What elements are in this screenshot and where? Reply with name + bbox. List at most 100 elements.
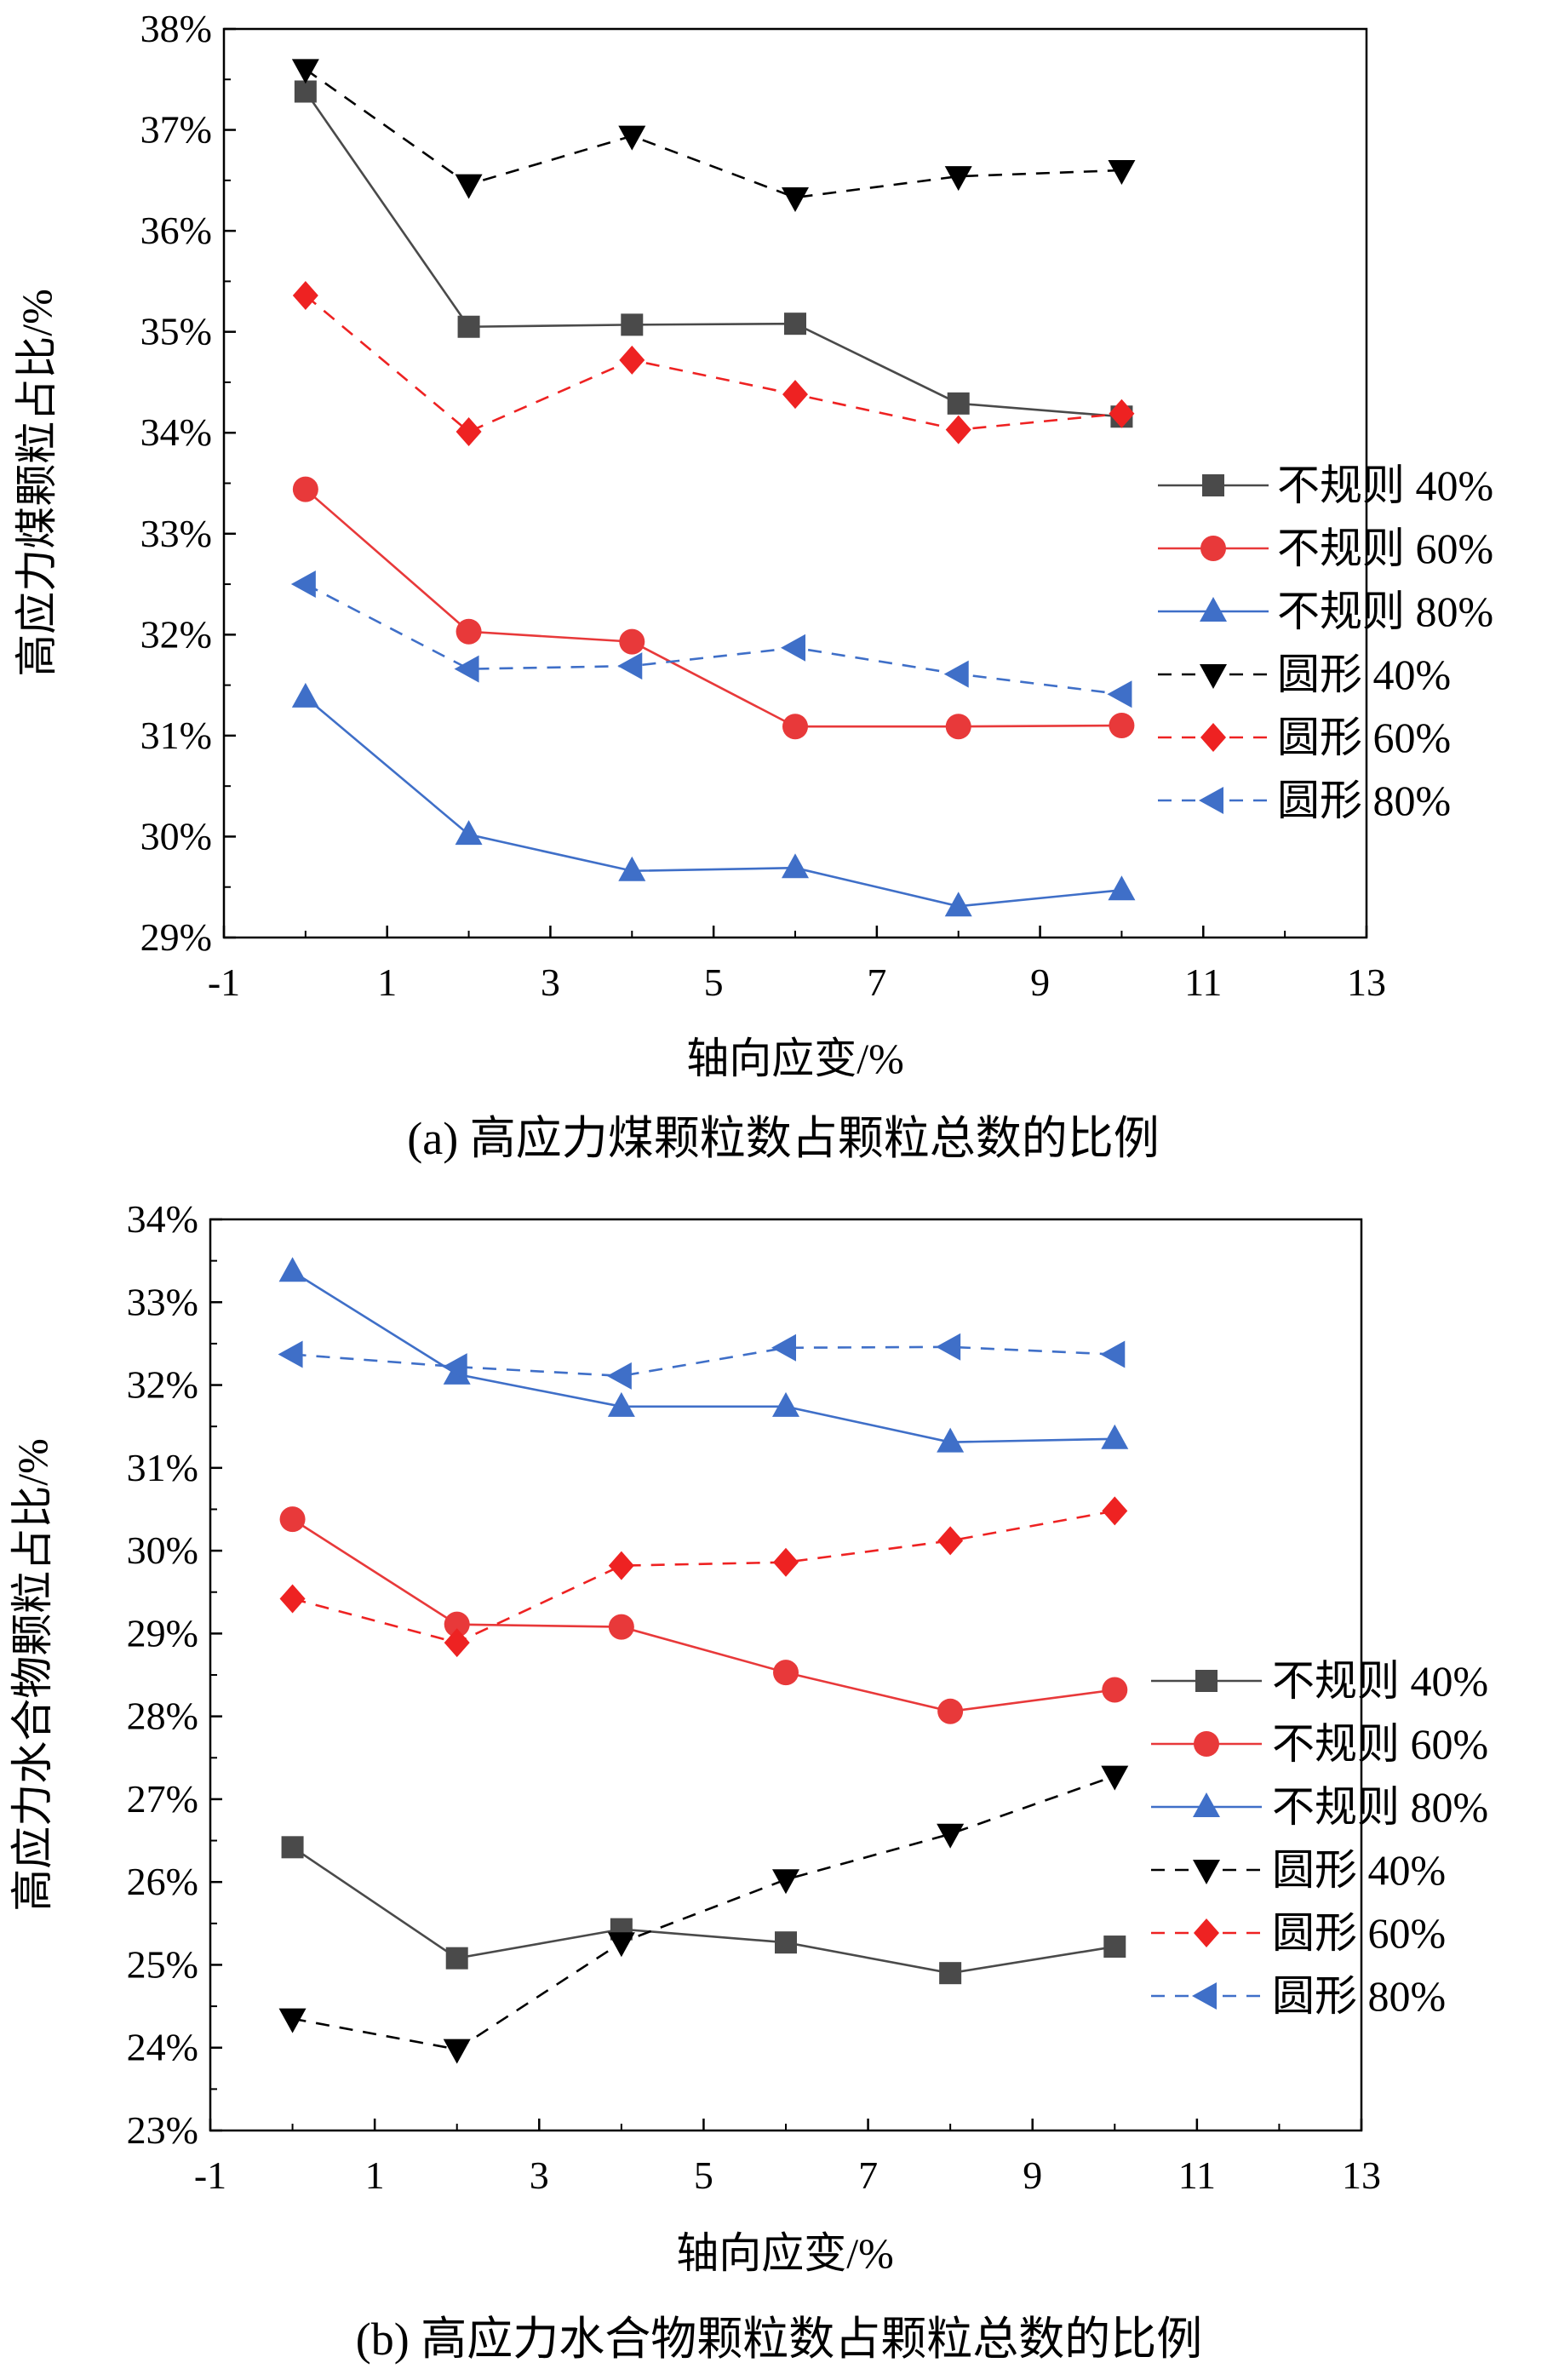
series-2 bbox=[292, 476, 1135, 740]
data-point bbox=[292, 476, 318, 502]
data-point bbox=[1109, 713, 1135, 739]
x-tick-label: 3 bbox=[541, 961, 560, 1004]
data-point bbox=[294, 80, 317, 103]
series-3 bbox=[291, 682, 1136, 917]
data-point bbox=[772, 1869, 799, 1895]
data-point bbox=[445, 1947, 468, 1970]
data-point bbox=[784, 313, 806, 335]
y-tick-label: 29% bbox=[127, 1611, 198, 1655]
legend-marker bbox=[1193, 1860, 1220, 1884]
legend-item: 圆形 60% bbox=[1151, 1909, 1446, 1957]
y-tick-label: 30% bbox=[127, 1528, 198, 1572]
legend-item: 圆形 80% bbox=[1151, 1972, 1446, 2020]
data-point bbox=[442, 1353, 467, 1381]
data-point bbox=[773, 1660, 799, 1686]
data-point bbox=[279, 1506, 306, 1533]
series-1 bbox=[294, 80, 1133, 428]
legend-label: 不规则 80% bbox=[1272, 1783, 1488, 1831]
chart-caption: (b) 高应力水合物颗粒数占颗粒总数的比例 bbox=[356, 2314, 1202, 2365]
data-point bbox=[281, 1836, 304, 1859]
x-tick-label: 11 bbox=[1184, 961, 1222, 1004]
y-tick-label: 31% bbox=[127, 1446, 198, 1489]
x-tick-label: 9 bbox=[1023, 2153, 1042, 2197]
legend-label: 不规则 40% bbox=[1272, 1657, 1488, 1705]
y-tick-label: 37% bbox=[140, 108, 212, 152]
y-tick-label: 28% bbox=[127, 1695, 198, 1738]
y-axis-ticks: 23% 24% 25% 26% 27% 28% 29% 30% 31% 32% 33% 34% bbox=[127, 1197, 222, 2152]
data-point bbox=[278, 1257, 307, 1282]
series-line bbox=[305, 294, 1122, 433]
series-5 bbox=[292, 280, 1135, 447]
legend-marker bbox=[1193, 1792, 1220, 1817]
y-tick-label: 24% bbox=[127, 2026, 198, 2069]
legend: 不规则 40% 不规则 60% 不规则 80% 圆形 40% 圆形 60% 圆形 80% bbox=[1151, 1657, 1488, 2020]
y-tick-label: 32% bbox=[140, 612, 212, 656]
data-point bbox=[607, 1391, 635, 1417]
y-axis-title: 高应力水合物颗粒占比/% bbox=[9, 1438, 56, 1912]
y-tick-label: 34% bbox=[127, 1197, 198, 1241]
data-point bbox=[772, 1391, 799, 1417]
series-line bbox=[305, 582, 1122, 696]
y-axis-title: 高应力煤颗粒占比/% bbox=[13, 289, 60, 677]
data-point bbox=[782, 186, 809, 212]
series-6 bbox=[278, 1333, 1126, 1390]
series-2 bbox=[279, 1506, 1128, 1724]
data-point bbox=[291, 682, 319, 708]
data-point bbox=[617, 652, 643, 680]
y-tick-label: 34% bbox=[140, 410, 212, 454]
data-point bbox=[278, 2008, 307, 2033]
y-tick-label: 30% bbox=[140, 814, 212, 857]
data-point bbox=[1109, 399, 1135, 428]
data-point bbox=[618, 856, 646, 881]
data-point bbox=[608, 1551, 634, 1580]
data-point bbox=[290, 571, 316, 599]
data-point bbox=[937, 1698, 964, 1724]
legend-label: 圆形 40% bbox=[1272, 1846, 1446, 1894]
series-line bbox=[291, 1518, 1115, 1713]
x-axis-ticks: -1 1 3 5 7 9 11 13 bbox=[194, 2119, 1381, 2197]
data-point bbox=[944, 166, 972, 192]
data-point bbox=[936, 1333, 961, 1361]
data-point bbox=[1101, 1424, 1129, 1449]
legend-item: 圆形 60% bbox=[1158, 714, 1451, 761]
data-point bbox=[456, 618, 482, 645]
legend-marker bbox=[1200, 664, 1227, 689]
data-point bbox=[608, 1614, 634, 1640]
x-tick-label: 9 bbox=[1030, 961, 1050, 1004]
x-tick-label: 1 bbox=[365, 2153, 385, 2197]
data-point bbox=[621, 313, 644, 336]
y-tick-label: 31% bbox=[140, 714, 212, 757]
legend-item: 不规则 60% bbox=[1158, 525, 1493, 572]
series-line bbox=[304, 90, 1122, 418]
data-point bbox=[292, 280, 318, 310]
legend: 不规则 40% 不规则 60% 不规则 80% 圆形 40% 圆形 60% 圆形 80% bbox=[1158, 462, 1493, 824]
x-axis-title: 轴向应变/% bbox=[686, 1035, 904, 1082]
legend-marker bbox=[1194, 1731, 1219, 1757]
data-point bbox=[456, 417, 482, 447]
data-point bbox=[947, 392, 970, 415]
x-tick-label: 5 bbox=[704, 961, 724, 1004]
x-axis-ticks: -1 1 3 5 7 9 11 13 bbox=[208, 926, 1386, 1004]
series-4 bbox=[291, 59, 1136, 212]
data-point bbox=[937, 1526, 964, 1556]
data-point bbox=[454, 655, 479, 683]
x-tick-label: 11 bbox=[1178, 2153, 1216, 2197]
series-group bbox=[290, 59, 1136, 917]
data-point bbox=[1102, 1496, 1128, 1526]
series-line bbox=[292, 1510, 1115, 1644]
legend-label: 圆形 60% bbox=[1277, 714, 1451, 761]
data-point bbox=[944, 892, 972, 917]
legend-item: 圆形 40% bbox=[1151, 1846, 1446, 1894]
data-point bbox=[782, 380, 808, 410]
data-point bbox=[619, 628, 645, 655]
legend-label: 不规则 40% bbox=[1277, 462, 1493, 509]
legend-label: 圆形 60% bbox=[1272, 1909, 1446, 1957]
series-line bbox=[292, 1775, 1115, 2051]
data-point bbox=[1102, 1677, 1128, 1703]
series-line bbox=[291, 1270, 1115, 1443]
series-4 bbox=[278, 1765, 1129, 2064]
x-tick-label: 7 bbox=[858, 2153, 878, 2197]
x-tick-label: -1 bbox=[208, 961, 240, 1004]
series-line bbox=[305, 696, 1122, 908]
